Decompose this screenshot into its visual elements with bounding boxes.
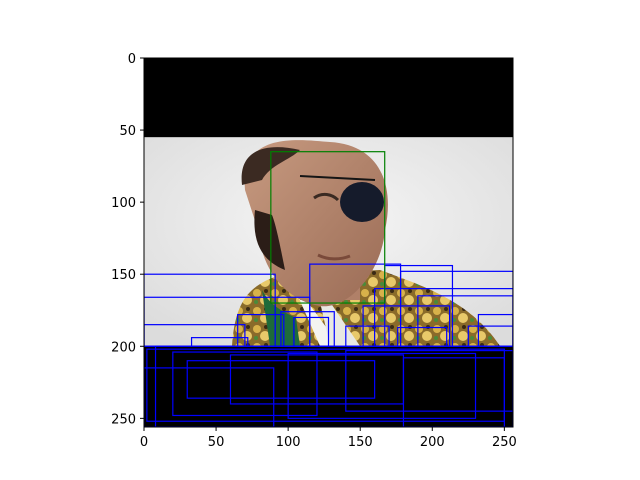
- x-tick-label: 0: [140, 435, 148, 450]
- face-box: [270, 151, 386, 304]
- detection-box: [172, 351, 318, 417]
- y-tick-label: 100: [111, 196, 136, 211]
- y-tick-label: 150: [111, 268, 136, 283]
- detection-boxes: [144, 263, 513, 427]
- bottom-pad-band: [144, 346, 513, 427]
- detection-box: [287, 352, 477, 419]
- x-axis: 0 50 100 150 200 250: [140, 427, 517, 450]
- detection-box: [144, 367, 275, 427]
- y-axis: 0 50 100 150 200 250: [111, 52, 144, 427]
- x-tick-label: 100: [276, 435, 301, 450]
- detection-box: [154, 345, 513, 427]
- y-tick-label: 250: [111, 412, 136, 427]
- face-box-layer: [270, 151, 386, 304]
- image-axes: [144, 58, 513, 427]
- detection-box: [402, 357, 505, 427]
- detection-box: [186, 360, 376, 399]
- axes-frame: [143, 57, 514, 428]
- x-tick-label: 250: [492, 435, 517, 450]
- y-tick-label: 50: [119, 124, 136, 139]
- detection-box: [345, 350, 513, 412]
- x-tick-label: 50: [208, 435, 225, 450]
- y-tick-label: 0: [128, 52, 136, 67]
- top-pad-band: [144, 58, 513, 138]
- x-tick-label: 200: [420, 435, 445, 450]
- y-tick-label: 200: [111, 340, 136, 355]
- x-tick-label: 150: [348, 435, 373, 450]
